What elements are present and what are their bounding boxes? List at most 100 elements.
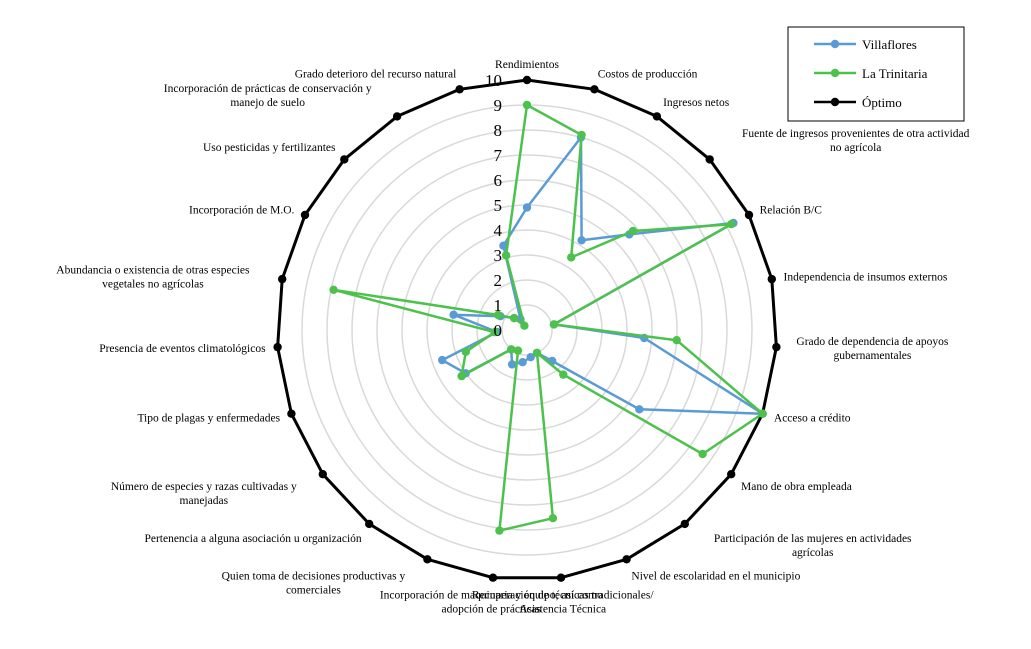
axis-label-12: Incorporación de maquinaria y equipo; as… xyxy=(380,590,603,616)
tick-label-6: 6 xyxy=(494,171,503,190)
data-point-la-trinitaria-20 xyxy=(510,313,519,323)
series-layer xyxy=(273,75,781,582)
data-point-optimo-10 xyxy=(622,555,631,564)
tick-labels: 0 1 2 3 4 5 6 7 8 9 10 xyxy=(485,71,503,340)
axis-label-4: Relación B/C xyxy=(760,205,823,217)
grid-ring-4 xyxy=(426,229,628,431)
data-point-optimo-18 xyxy=(278,274,287,284)
data-point-optimo-12 xyxy=(488,573,498,582)
axis-label-2: Ingresos netos xyxy=(663,97,730,109)
data-point-optimo-6 xyxy=(772,342,781,352)
data-point-la-trinitaria-11 xyxy=(548,514,558,523)
data-point-la-trinitaria-21 xyxy=(520,321,529,330)
data-point-optimo-19 xyxy=(300,210,310,220)
data-point-optimo-4 xyxy=(744,210,754,220)
legend-marker-la-trinitaria xyxy=(830,68,840,78)
data-point-villaflores-11 xyxy=(526,353,535,362)
data-point-la-trinitaria-10 xyxy=(532,348,542,358)
axis-label-21: Incorporación de prácticas de conservaci… xyxy=(164,83,372,109)
legend: Villaflores La Trinitaria Óptimo xyxy=(787,26,965,122)
tick-label-8: 8 xyxy=(494,121,503,140)
axis-label-16: Tipo de plagas y enfermedades xyxy=(137,413,280,425)
data-point-la-trinitaria-19 xyxy=(493,310,503,320)
data-point-optimo-11 xyxy=(556,573,566,582)
data-point-optimo-14 xyxy=(365,519,374,529)
data-point-villaflores-16 xyxy=(438,355,447,365)
axis-label-19: Incorporación de M.O. xyxy=(189,205,295,217)
data-point-la-trinitaria-14 xyxy=(507,345,516,354)
axis-label-14: Pertenencia a alguna asociación u organi… xyxy=(144,533,361,545)
data-point-optimo-3 xyxy=(705,155,714,164)
data-point-villaflores-13 xyxy=(507,360,517,369)
data-point-optimo-17 xyxy=(273,342,282,352)
data-point-la-trinitaria-9 xyxy=(559,370,568,379)
data-point-optimo-15 xyxy=(318,470,327,479)
axis-label-10: Nivel de escolaridad en el municipio xyxy=(631,570,800,582)
data-point-optimo-1 xyxy=(590,85,599,94)
axis-label-18: Abundancia o existencia de otras especie… xyxy=(56,265,250,291)
tick-label-5: 5 xyxy=(494,196,503,215)
grid-layer xyxy=(301,104,753,556)
axis-label-6: Grado de dependencia de apoyos gubernamen… xyxy=(796,336,949,362)
data-point-optimo-5 xyxy=(767,274,776,284)
grid-ring-2 xyxy=(476,279,578,381)
grid-ring-8 xyxy=(326,129,728,531)
data-point-la-trinitaria-6 xyxy=(672,336,681,345)
tick-label-0: 0 xyxy=(494,321,503,340)
axis-label-9: Participación de las mujeres en activida… xyxy=(714,533,912,559)
tick-label-3: 3 xyxy=(494,246,503,265)
axis-label-5: Independencia de insumos externos xyxy=(784,272,948,284)
axis-label-7: Acceso a crédito xyxy=(774,413,851,425)
legend-marker-villaflores xyxy=(830,39,840,49)
axis-label-11: Recuperación de técnicas tradicionales/A… xyxy=(472,590,654,616)
data-point-la-trinitaria-7 xyxy=(758,409,767,418)
tick-label-7: 7 xyxy=(494,146,503,165)
data-point-la-trinitaria-13 xyxy=(513,346,523,355)
axis-label-1: Costos de producción xyxy=(598,69,698,81)
data-point-villaflores-2 xyxy=(577,236,586,245)
data-point-villaflores-18 xyxy=(449,310,458,319)
grid-ring-7 xyxy=(351,154,703,506)
data-point-villaflores-0 xyxy=(522,203,532,212)
axis-label-3: Fuente de ingresos provenientes de otra … xyxy=(742,128,970,154)
grid-ring-5 xyxy=(401,204,653,456)
data-point-la-trinitaria-2 xyxy=(567,253,576,262)
axis-label-17: Presencia de eventos climatológicos xyxy=(99,343,266,355)
axis-label-22: Grado deterioro del recurso natural xyxy=(295,69,457,81)
series-line-optimo xyxy=(276,78,778,580)
data-point-villaflores-22 xyxy=(499,241,508,250)
grid-ring-9 xyxy=(301,104,753,556)
legend-entry-villaflores: Villaflores xyxy=(862,37,917,52)
axis-labels: Rendimientos Costos de producción Ingresos… xyxy=(56,59,969,616)
data-point-la-trinitaria-15 xyxy=(457,371,466,381)
grid-ring-1 xyxy=(501,304,553,356)
data-point-optimo-22 xyxy=(455,85,464,94)
data-point-optimo-13 xyxy=(423,555,432,564)
data-point-la-trinitaria-0 xyxy=(522,100,532,110)
axis-label-20: Uso pesticidas y fertilizantes xyxy=(203,142,336,154)
tick-label-2: 2 xyxy=(494,271,503,290)
data-point-optimo-16 xyxy=(287,409,296,418)
data-point-villaflores-12 xyxy=(518,358,527,367)
axis-label-13: Quien toma de decisiones productivas y co… xyxy=(222,570,406,596)
data-point-villaflores-8 xyxy=(635,405,644,414)
data-point-optimo-20 xyxy=(340,155,349,164)
data-point-la-trinitaria-17 xyxy=(490,328,499,337)
data-point-la-trinitaria-8 xyxy=(698,449,707,459)
data-point-optimo-8 xyxy=(727,470,736,479)
data-point-la-trinitaria-18 xyxy=(329,285,338,294)
data-point-la-trinitaria-4 xyxy=(727,220,736,229)
tick-label-1: 1 xyxy=(494,296,503,315)
data-point-optimo-0 xyxy=(522,75,532,85)
axis-label-0: Rendimientos xyxy=(495,59,559,71)
axis-label-8: Mano de obra empleada xyxy=(741,481,852,493)
grid-ring-6 xyxy=(376,179,678,481)
data-point-la-trinitaria-12 xyxy=(495,526,504,535)
tick-label-9: 9 xyxy=(494,96,503,115)
legend-marker-optimo xyxy=(830,97,840,107)
data-point-la-trinitaria-16 xyxy=(461,347,470,356)
tick-label-4: 4 xyxy=(494,221,503,240)
